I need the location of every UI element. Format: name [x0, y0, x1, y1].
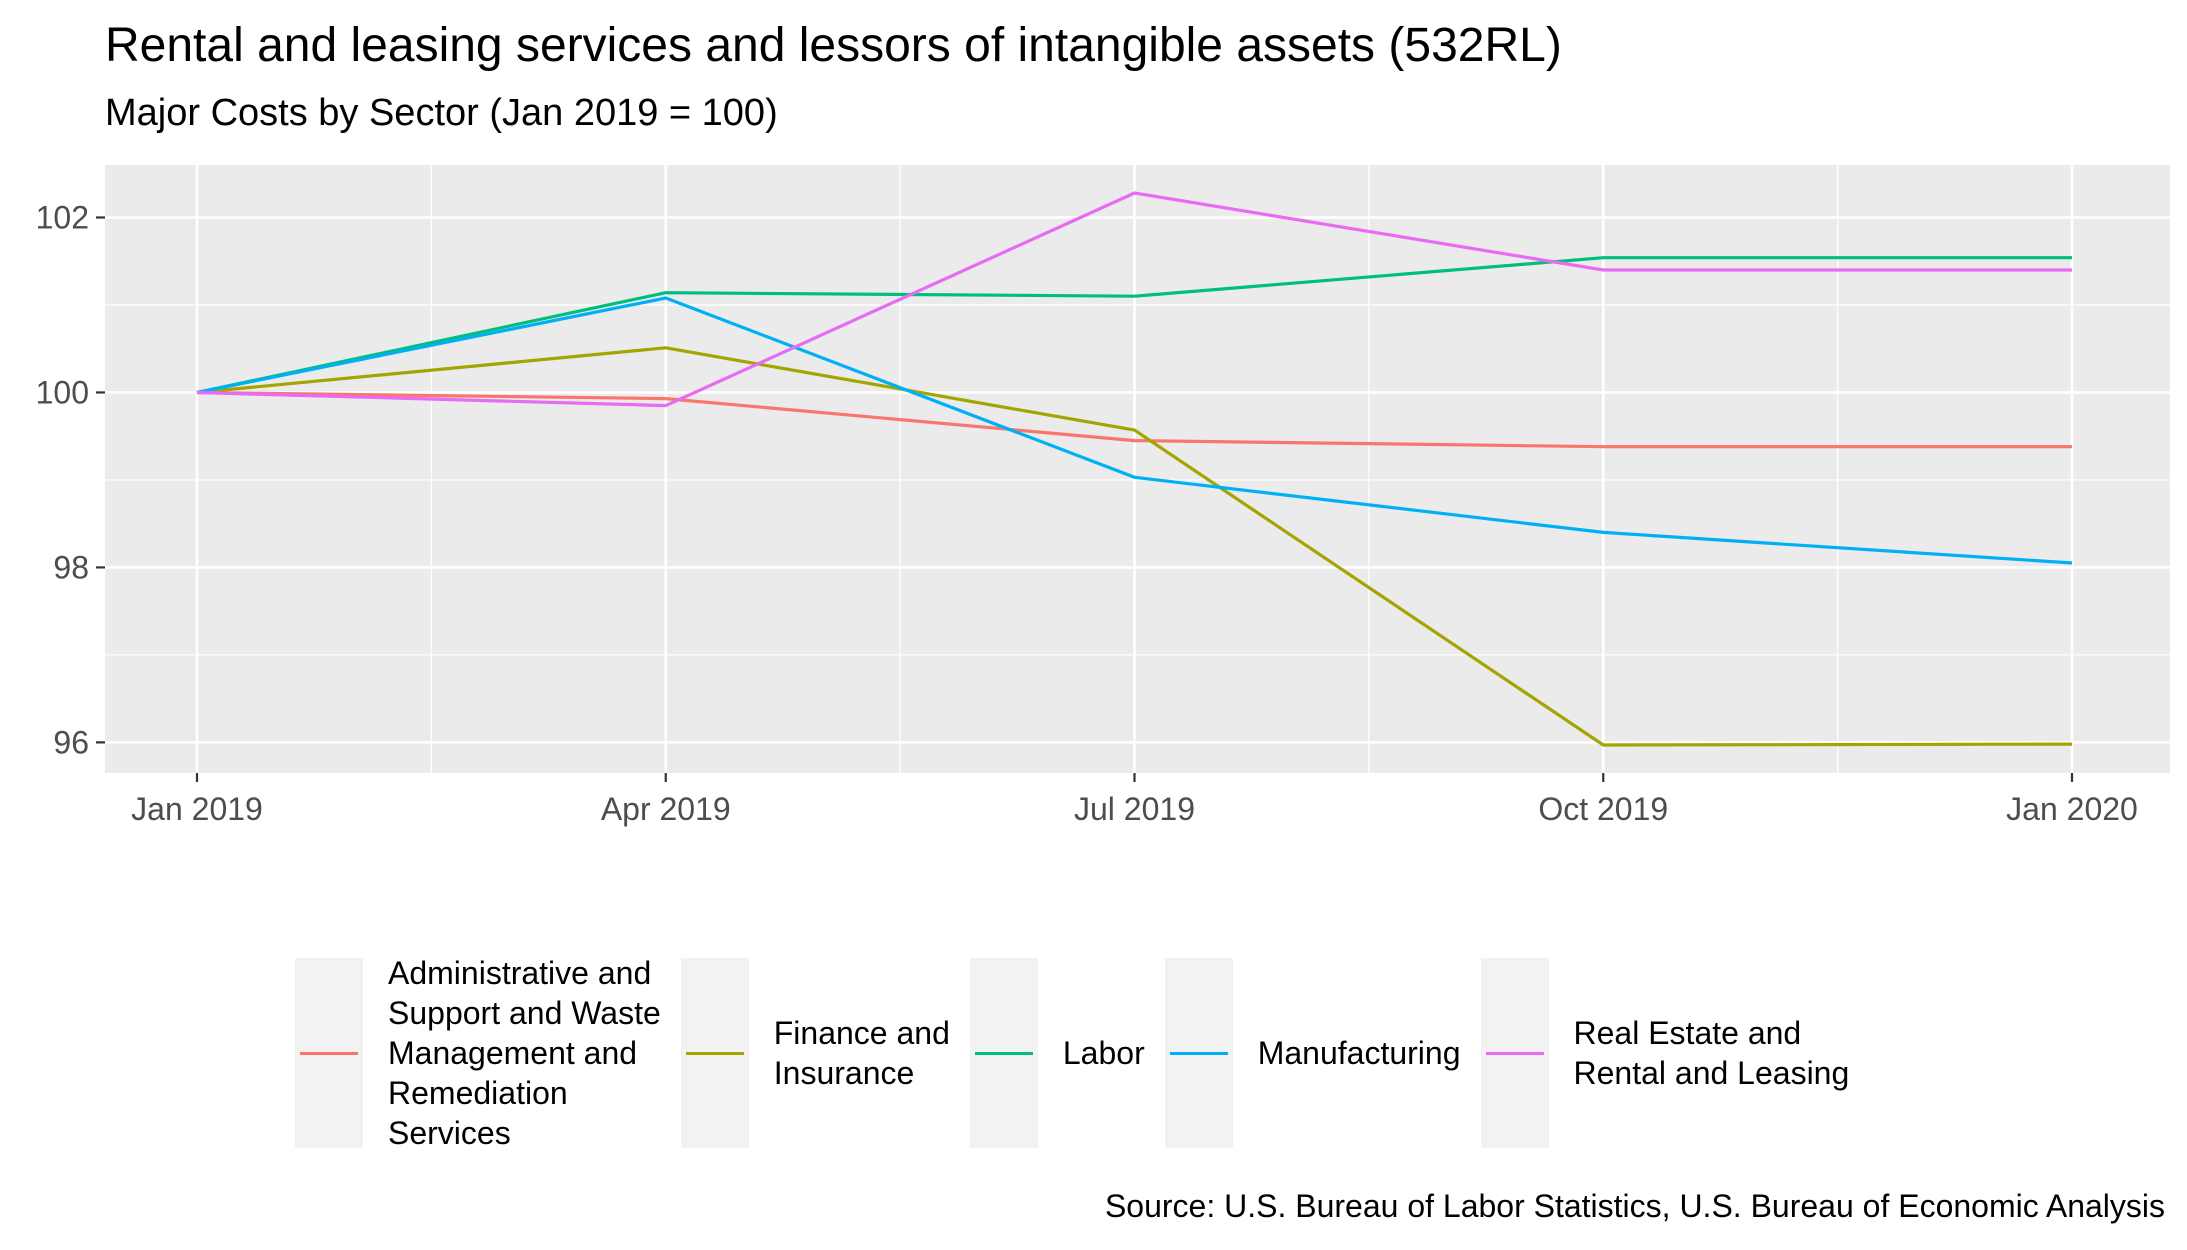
y-tick-label: 96 [53, 724, 89, 760]
legend-label: Labor [1063, 1033, 1145, 1073]
x-tick-label: Oct 2019 [1538, 791, 1668, 827]
source-caption: Source: U.S. Bureau of Labor Statistics,… [1104, 1188, 2165, 1224]
x-tick-label: Jul 2019 [1074, 791, 1195, 827]
legend-swatch [1485, 1052, 1544, 1055]
legend-key [680, 958, 749, 1148]
legend-label-line: Management and [388, 1035, 638, 1071]
legend-label-line: Rental and Leasing [1573, 1055, 1850, 1091]
legend-label-line: Real Estate and [1573, 1015, 1802, 1051]
legend: Administrative and Support and Waste Manag… [295, 955, 1869, 1151]
series-line-real-estate-and-rental-and-leasing [196, 191, 2072, 408]
legend-label-line: Manufacturing [1257, 1035, 1461, 1071]
legend-item-manufacturing: Manufacturing [1164, 958, 1461, 1148]
chart-title: Rental and leasing services and lessors … [105, 19, 1562, 72]
line-chart: 96 98 100 102 Jan 2019 Apr 2019 Jul 2019 Oct 20… [36, 165, 2170, 827]
series-line-finance-and-insurance [196, 346, 2073, 747]
y-tick-label: 98 [53, 549, 89, 585]
legend-label-line: Insurance [773, 1055, 915, 1091]
series-line-manufacturing [196, 296, 2073, 565]
legend-swatch [300, 1052, 358, 1055]
x-tick-label: Apr 2019 [601, 791, 731, 827]
x-tick-label: Jan 2019 [131, 791, 263, 827]
legend-label: Manufacturing [1258, 1033, 1461, 1073]
legend-label-line: Finance and [773, 1015, 950, 1051]
legend-label-line: Services [388, 1115, 511, 1151]
legend-swatch [1169, 1052, 1228, 1055]
series-line-administrative-and-support-and-waste-management-and-remediation-services [196, 390, 2072, 449]
legend-swatch [685, 1052, 744, 1055]
legend-label-line: Remediation [388, 1075, 568, 1111]
legend-label: Finance and Insurance [774, 1013, 950, 1093]
legend-label-line: Administrative and [388, 955, 652, 991]
legend-item-labor: Labor [969, 958, 1145, 1148]
plot-panel [105, 165, 2170, 773]
legend-swatch [974, 1052, 1033, 1055]
legend-key [1480, 958, 1549, 1148]
chart-subtitle: Major Costs by Sector (Jan 2019 = 100) [105, 92, 778, 134]
x-tick-label: Jan 2020 [2006, 791, 2138, 827]
legend-label: Real Estate and Rental and Leasing [1574, 1013, 1850, 1093]
series-line-labor [196, 256, 2072, 395]
legend-item-finance-and-insurance: Finance and Insurance [680, 958, 950, 1148]
y-tick-label: 100 [36, 374, 89, 410]
legend-item-real-estate-and-rental-and-leasing: Real Estate and Rental and Leasing [1480, 958, 1850, 1148]
legend-label: Administrative and Support and Waste Manag… [388, 953, 661, 1153]
legend-key [1164, 958, 1233, 1148]
y-tick-label: 102 [36, 199, 89, 235]
legend-label-line: Labor [1062, 1035, 1145, 1071]
legend-key [295, 958, 363, 1148]
legend-label-line: Support and Waste [388, 995, 661, 1031]
legend-key [969, 958, 1038, 1148]
legend-item-administrative-and-support-and-waste-management-and-remediation-services: Administrative and Support and Waste Manag… [295, 953, 661, 1153]
